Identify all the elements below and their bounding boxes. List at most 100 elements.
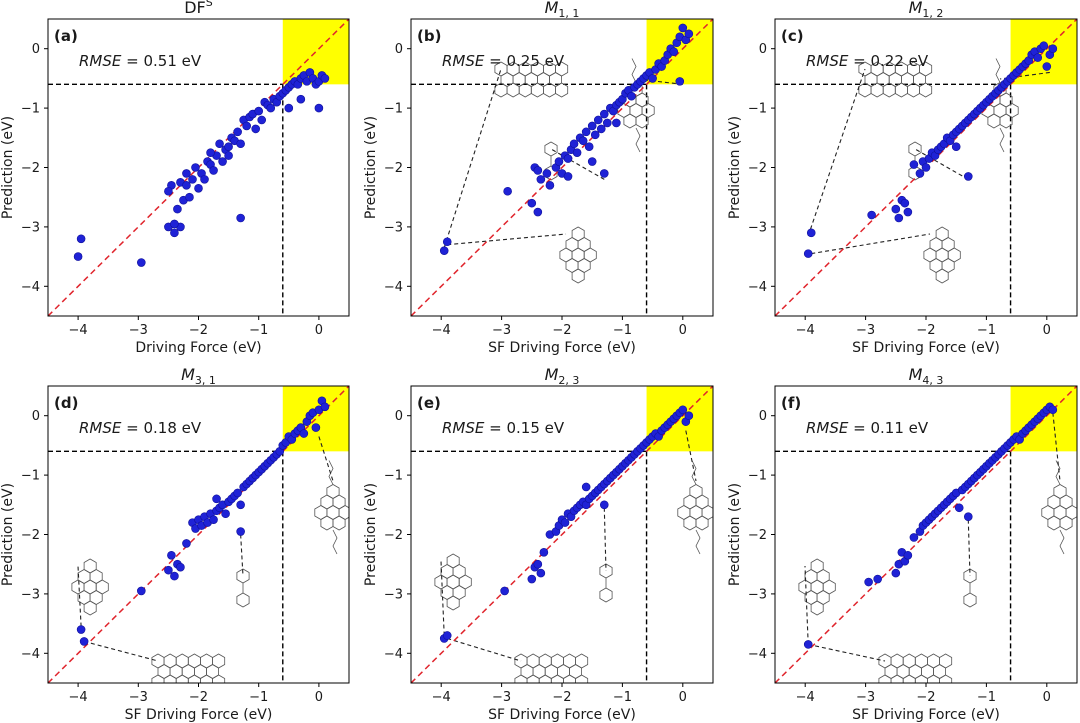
data-point (581, 482, 591, 492)
molecule-structure (236, 534, 250, 608)
molecule-leader-line (807, 68, 866, 236)
data-point (539, 548, 549, 557)
data-point (572, 148, 582, 157)
rmse-annotation: RMSE = 0.11 eV (806, 419, 929, 437)
molecule-chain (631, 58, 637, 83)
molecule-leader-line (999, 71, 1050, 80)
molecule-structure (83, 640, 226, 683)
data-point (669, 47, 679, 56)
data-point (590, 130, 600, 140)
data-point (236, 139, 245, 149)
plot-area (48, 386, 349, 683)
data-point (678, 23, 688, 33)
data-point (76, 625, 86, 634)
y-tick-label: 0 (395, 42, 403, 57)
data-point (1048, 44, 1058, 54)
molecule-leader-line (443, 68, 502, 248)
molecule-ring (446, 595, 460, 611)
y-tick-label: 0 (32, 409, 40, 424)
molecule-structure (811, 226, 961, 284)
x-axis-label: SF Driving Force (eV) (852, 707, 1000, 723)
data-point (76, 234, 86, 244)
data-point (176, 562, 185, 572)
rmse-annotation: RMSE = 0.18 eV (79, 419, 202, 437)
data-point (599, 109, 609, 119)
y-tick-label: −4 (748, 647, 767, 662)
data-point (900, 198, 910, 208)
data-point (909, 160, 919, 169)
x-axis-label: SF Driving Force (eV) (488, 707, 636, 723)
molecule-ring (555, 82, 569, 98)
molecule-ring (623, 113, 637, 129)
y-tick-label: −1 (21, 102, 40, 117)
y-tick-label: −4 (21, 647, 40, 662)
molecule-leader-line (447, 637, 522, 662)
x-axis-label: Driving Force (eV) (135, 340, 261, 356)
x-tick-label: −2 (916, 323, 935, 338)
data-point (194, 183, 203, 193)
x-tick-label: −1 (249, 690, 268, 705)
chart-title: M3, 1 (181, 365, 216, 387)
data-point (224, 142, 233, 152)
data-point (560, 518, 570, 527)
x-axis-label: SF Driving Force (eV) (852, 340, 1000, 356)
x-tick-label: −3 (129, 323, 148, 338)
molecule-ring (514, 674, 528, 683)
molecule-structure (808, 643, 953, 683)
molecule-ring (894, 82, 908, 98)
chart-title: M1, 1 (545, 0, 580, 20)
y-tick-label: 0 (759, 42, 767, 57)
molecule-ring (530, 82, 544, 98)
data-point (873, 574, 882, 584)
data-point (254, 106, 264, 116)
data-point (542, 169, 552, 178)
molecule-ring (83, 600, 97, 616)
x-tick-label: −1 (977, 690, 996, 705)
data-point (563, 154, 573, 163)
rmse-annotation: RMSE = 0.15 eV (442, 419, 565, 437)
data-point (266, 103, 276, 113)
data-point (500, 586, 509, 596)
data-point (311, 423, 321, 432)
data-point (442, 631, 452, 640)
molecule-leader-line (967, 519, 971, 577)
data-point (963, 512, 973, 521)
chart-title: DFS (184, 0, 213, 17)
y-axis-label: Prediction (eV) (0, 483, 16, 586)
diagonal-line (775, 386, 1077, 683)
data-point (627, 91, 636, 101)
y-tick-label: 0 (759, 409, 767, 424)
data-point (581, 127, 591, 137)
y-tick-label: −4 (384, 647, 403, 662)
data-point (803, 249, 813, 258)
chart-title: M4, 3 (909, 365, 944, 387)
molecule-chain (695, 529, 701, 555)
molecule-leader-line (550, 148, 605, 180)
molecule-ring (1047, 515, 1061, 531)
molecule-leader-line (811, 233, 931, 255)
molecule-ring (538, 674, 552, 683)
data-point (212, 494, 221, 504)
data-point (612, 118, 621, 128)
data-point (164, 565, 173, 575)
data-point (73, 252, 83, 261)
data-point (578, 136, 588, 146)
data-point (554, 157, 564, 166)
molecule-ring (890, 674, 904, 683)
molecule-ring (1059, 515, 1073, 531)
data-point (803, 640, 813, 649)
x-tick-label: 0 (679, 323, 687, 338)
molecule-leader-line (603, 507, 607, 572)
data-point (218, 157, 227, 166)
molecule-ring (635, 113, 649, 129)
data-point (587, 157, 597, 166)
molecule-chain (328, 460, 334, 485)
data-point (221, 509, 230, 519)
data-point (236, 527, 245, 536)
data-point (684, 29, 694, 39)
molecule-ring (163, 674, 177, 683)
data-point (1042, 62, 1052, 71)
molecule-ring (870, 82, 884, 98)
data-point (563, 172, 573, 181)
molecule-leader-line (685, 430, 697, 482)
